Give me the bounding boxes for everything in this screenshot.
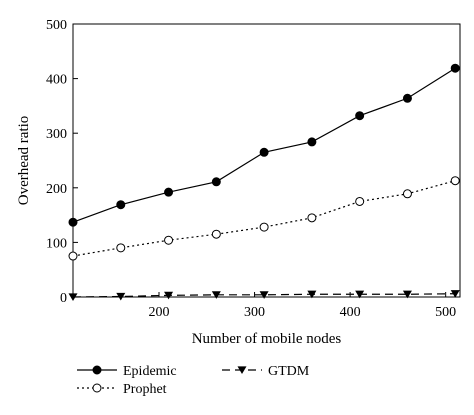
data-point-epidemic bbox=[450, 63, 460, 73]
data-point-prophet bbox=[116, 243, 126, 253]
x-axis-ticks: 200 300 400 500 bbox=[149, 292, 456, 320]
y-tick-label: 400 bbox=[46, 73, 67, 88]
x-tick-label: 300 bbox=[244, 305, 265, 320]
y-tick-label: 100 bbox=[46, 236, 67, 251]
x-tick-label: 500 bbox=[435, 305, 456, 320]
series-gtdm bbox=[68, 290, 460, 302]
data-point-epidemic bbox=[164, 187, 174, 197]
y-axis-label: Overhead ratio bbox=[16, 116, 32, 206]
series-line-epidemic bbox=[72, 67, 456, 223]
legend-label-gtdm: GTDM bbox=[268, 364, 310, 379]
series-line-gtdm bbox=[72, 293, 456, 298]
x-axis-label: Number of mobile nodes bbox=[192, 331, 342, 347]
x-tick-label: 200 bbox=[149, 305, 170, 320]
data-point-gtdm bbox=[68, 293, 78, 302]
legend-label-prophet: Prophet bbox=[123, 382, 167, 397]
data-point-prophet bbox=[259, 222, 269, 232]
data-point-gtdm bbox=[355, 290, 365, 299]
legend-marker-prophet bbox=[92, 383, 102, 393]
data-point-epidemic bbox=[355, 111, 365, 121]
series-line-prophet bbox=[72, 180, 456, 257]
legend-marker-gtdm bbox=[237, 366, 247, 375]
y-tick-label: 200 bbox=[46, 182, 67, 197]
series-prophet bbox=[68, 176, 460, 261]
x-tick-label: 400 bbox=[340, 305, 361, 320]
data-point-epidemic bbox=[307, 137, 317, 147]
legend: Epidemic Prophet GTDM bbox=[77, 364, 310, 397]
data-point-prophet bbox=[211, 229, 221, 239]
data-point-epidemic bbox=[68, 217, 78, 227]
data-point-epidemic bbox=[402, 93, 412, 103]
y-tick-label: 500 bbox=[46, 18, 67, 33]
plot-area bbox=[72, 23, 461, 298]
legend-item-prophet: Prophet bbox=[77, 382, 167, 397]
series-layer bbox=[68, 63, 460, 302]
data-point-prophet bbox=[68, 251, 78, 261]
data-point-gtdm bbox=[307, 290, 317, 299]
y-tick-label: 0 bbox=[60, 291, 67, 306]
data-point-gtdm bbox=[211, 291, 221, 299]
series-epidemic bbox=[68, 63, 460, 227]
data-point-prophet bbox=[402, 189, 412, 199]
legend-item-gtdm: GTDM bbox=[222, 364, 310, 379]
plot-frame bbox=[72, 23, 461, 298]
data-point-gtdm bbox=[450, 290, 460, 298]
data-point-gtdm bbox=[259, 291, 269, 299]
data-point-epidemic bbox=[116, 200, 126, 210]
data-point-gtdm bbox=[402, 290, 412, 299]
data-point-epidemic bbox=[211, 177, 221, 187]
legend-label-epidemic: Epidemic bbox=[123, 364, 177, 379]
data-point-prophet bbox=[164, 235, 174, 245]
data-point-gtdm bbox=[164, 291, 174, 300]
data-point-prophet bbox=[307, 213, 317, 223]
legend-marker-epidemic bbox=[92, 365, 102, 375]
data-point-gtdm bbox=[116, 292, 126, 301]
y-axis-ticks: 0 100 200 300 400 500 bbox=[46, 18, 78, 306]
y-tick-label: 300 bbox=[46, 127, 67, 142]
legend-item-epidemic: Epidemic bbox=[77, 364, 177, 379]
data-point-prophet bbox=[450, 176, 460, 186]
data-point-prophet bbox=[355, 196, 365, 206]
data-point-epidemic bbox=[259, 147, 269, 157]
